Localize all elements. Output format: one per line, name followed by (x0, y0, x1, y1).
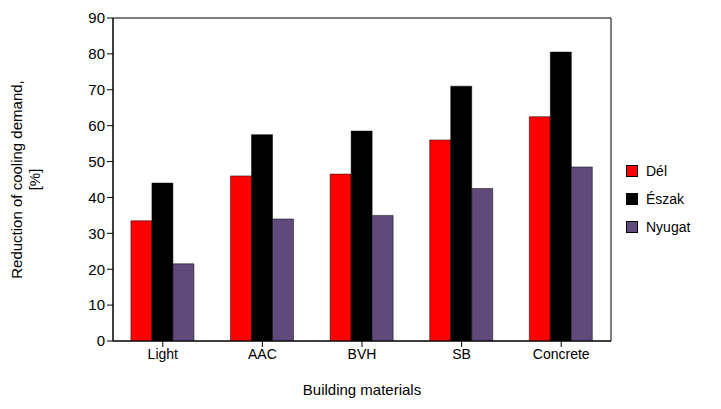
svg-text:BVH: BVH (348, 346, 377, 362)
svg-text:60: 60 (88, 117, 105, 134)
html-text:Dél: Dél (646, 162, 667, 179)
svg-text:10: 10 (88, 296, 105, 313)
svg-text:90: 90 (88, 9, 105, 26)
svg-text:80: 80 (88, 45, 105, 62)
svg-text:SB: SB (452, 346, 471, 362)
svg-text:20: 20 (88, 261, 105, 278)
svg-text:70: 70 (88, 81, 105, 98)
svg-text:50: 50 (88, 153, 105, 170)
svg-text:Building materials: Building materials (303, 381, 421, 398)
svg-text:Concrete: Concrete (533, 346, 590, 362)
svg-text:30: 30 (88, 225, 105, 242)
html-text:Nyugat: Nyugat (646, 218, 691, 235)
svg-text:40: 40 (88, 189, 105, 206)
svg-text:Light: Light (148, 346, 178, 362)
html-text:Észak: Észak (646, 190, 685, 207)
svg-text:AAC: AAC (248, 346, 277, 362)
svg-text:0: 0 (97, 332, 105, 349)
svg-text:Reduction of cooling demand,[%: Reduction of cooling demand,[%] (8, 80, 43, 278)
